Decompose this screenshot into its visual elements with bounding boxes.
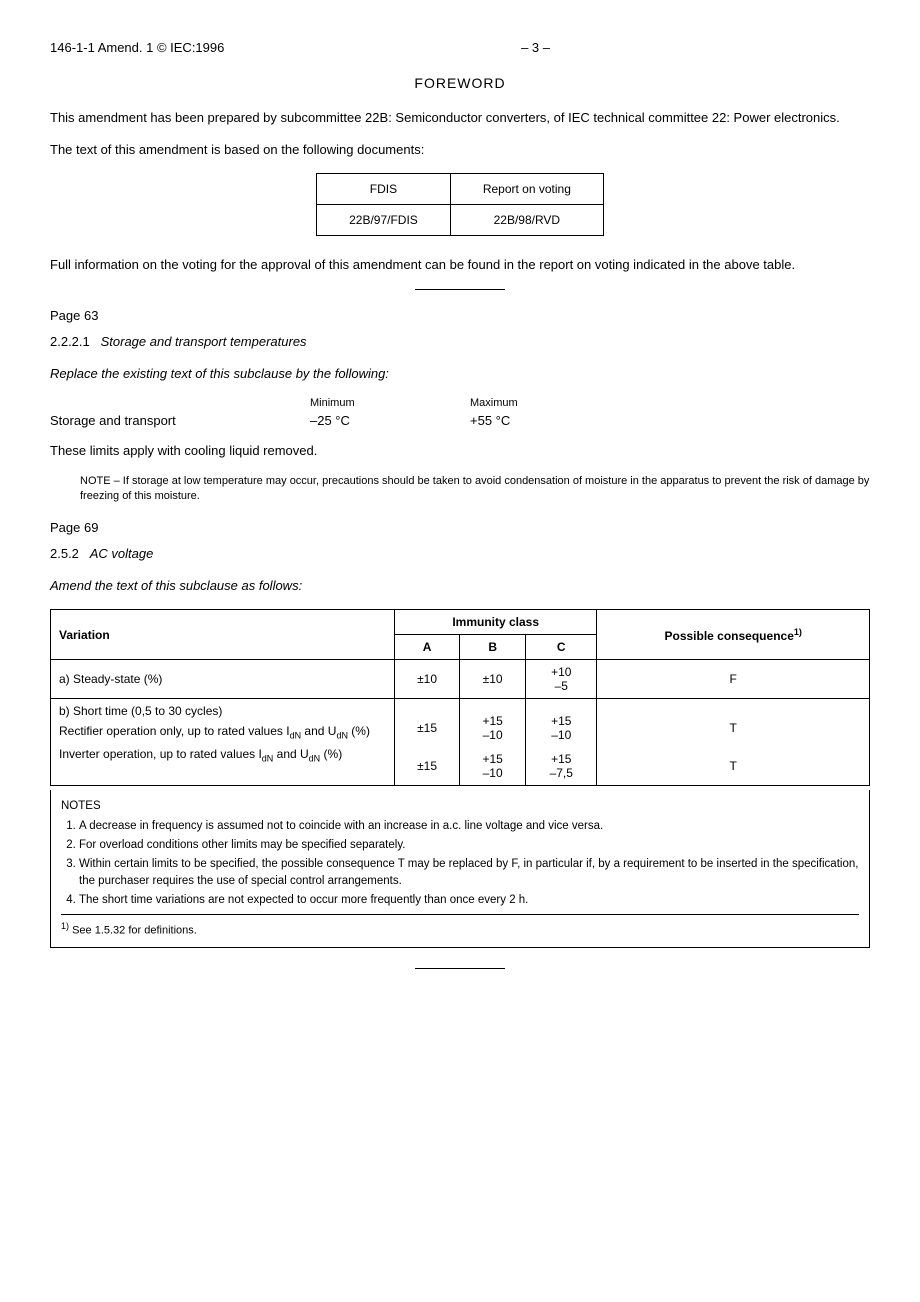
col-b: B xyxy=(460,635,526,660)
note-item: A decrease in frequency is assumed not t… xyxy=(79,818,859,834)
row-steady-b: ±10 xyxy=(460,660,526,699)
clause-number: 2.2.2.1 xyxy=(50,334,90,349)
th-variation: Variation xyxy=(51,610,395,660)
doc-table-head-report: Report on voting xyxy=(450,174,603,205)
divider-bottom xyxy=(415,968,505,969)
note-item: Within certain limits to be specified, t… xyxy=(79,856,859,888)
notes-title: NOTES xyxy=(61,798,859,814)
row-steady-cons: F xyxy=(597,660,870,699)
temp-max-val: +55 °C xyxy=(470,413,630,428)
temp-min-val: –25 °C xyxy=(310,413,470,428)
page-number: – 3 – xyxy=(521,40,550,55)
row-steady-c: +10 –5 xyxy=(526,660,597,699)
row-steady-label: a) Steady-state (%) xyxy=(51,660,395,699)
clause-title-252: AC voltage xyxy=(90,546,154,561)
temp-data-row: Storage and transport –25 °C +55 °C xyxy=(50,413,870,428)
foreword-title: FOREWORD xyxy=(50,75,870,91)
page69-label: Page 69 xyxy=(50,520,870,535)
table-row: b) Short time (0,5 to 30 cycles) Rectifi… xyxy=(51,699,870,710)
clause-number-252: 2.5.2 xyxy=(50,546,79,561)
note-item: The short time variations are not expect… xyxy=(79,892,859,908)
immunity-table: Variation Immunity class Possible conseq… xyxy=(50,609,870,786)
col-c: C xyxy=(526,635,597,660)
temp-max-head: Maximum xyxy=(470,397,630,409)
temp-min-head: Minimum xyxy=(310,397,470,409)
foreword-para3: Full information on the voting for the a… xyxy=(50,256,870,274)
row-inv-cons: T xyxy=(597,747,870,786)
divider xyxy=(415,289,505,290)
footnote: 1) See 1.5.32 for definitions. xyxy=(61,914,859,939)
temp-header-row: Minimum Maximum xyxy=(50,397,870,409)
row-steady-a: ±10 xyxy=(394,660,459,699)
row-inv-a: ±15 xyxy=(394,747,459,786)
doc-table-cell-fdis: 22B/97/FDIS xyxy=(317,205,451,236)
th-possible: Possible consequence1) xyxy=(597,610,870,660)
page-header: 146-1-1 Amend. 1 © IEC:1996 – 3 – xyxy=(50,40,870,55)
limits-text: These limits apply with cooling liquid r… xyxy=(50,442,870,460)
notes-box: NOTES A decrease in frequency is assumed… xyxy=(50,790,870,948)
documents-table: FDIS Report on voting 22B/97/FDIS 22B/98… xyxy=(316,173,604,236)
amend-instruction: Amend the text of this subclause as foll… xyxy=(50,577,870,595)
page63-label: Page 63 xyxy=(50,308,870,323)
clause-2221: 2.2.2.1 Storage and transport temperatur… xyxy=(50,333,870,351)
foreword-para1: This amendment has been prepared by subc… xyxy=(50,109,870,127)
clause-252: 2.5.2 AC voltage xyxy=(50,545,870,563)
replace-instruction: Replace the existing text of this subcla… xyxy=(50,365,870,383)
row-rect-a: ±15 xyxy=(394,709,459,747)
doc-table-head-fdis: FDIS xyxy=(317,174,451,205)
th-immunity: Immunity class xyxy=(394,610,596,635)
row-short-label: b) Short time (0,5 to 30 cycles) Rectifi… xyxy=(51,699,395,786)
row-rect-cons: T xyxy=(597,709,870,747)
doc-reference: 146-1-1 Amend. 1 © IEC:1996 xyxy=(50,40,224,55)
foreword-para2: The text of this amendment is based on t… xyxy=(50,141,870,159)
table-row: a) Steady-state (%) ±10 ±10 +10 –5 F xyxy=(51,660,870,699)
doc-table-cell-report: 22B/98/RVD xyxy=(450,205,603,236)
temp-row-label: Storage and transport xyxy=(50,413,310,428)
storage-note: NOTE – If storage at low temperature may… xyxy=(80,474,870,504)
clause-title: Storage and transport temperatures xyxy=(101,334,307,349)
note-item: For overload conditions other limits may… xyxy=(79,837,859,853)
notes-list: A decrease in frequency is assumed not t… xyxy=(61,818,859,907)
col-a: A xyxy=(394,635,459,660)
